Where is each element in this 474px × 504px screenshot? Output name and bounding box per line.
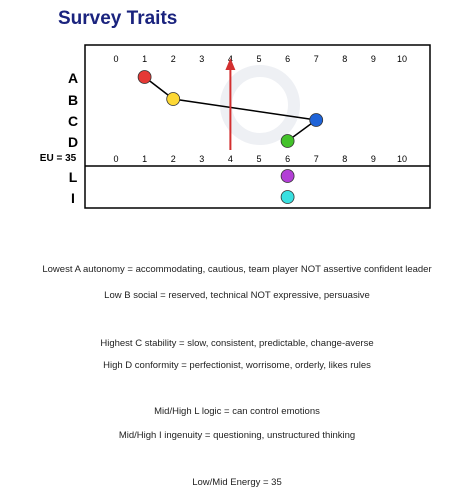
x-tick-top-7: 7 xyxy=(314,54,319,64)
x-tick-mid-1: 1 xyxy=(142,154,147,164)
row-label-c: C xyxy=(68,113,78,129)
description-d: High D conformity = perfectionist, worri… xyxy=(103,360,371,371)
x-tick-mid-2: 2 xyxy=(171,154,176,164)
watermark-ring xyxy=(220,65,300,145)
x-tick-mid-7: 7 xyxy=(314,154,319,164)
survey-traits-chart: 001122334455667788991010ABCDLIEU = 35 xyxy=(40,44,431,209)
x-tick-mid-6: 6 xyxy=(285,154,290,164)
chart-frame xyxy=(84,44,431,209)
x-tick-mid-10: 10 xyxy=(397,154,407,164)
page-title: Survey Traits xyxy=(58,8,178,29)
point-c xyxy=(309,113,324,127)
midline-arrow-head xyxy=(225,58,236,70)
row-label-l: L xyxy=(69,169,78,185)
x-tick-top-1: 1 xyxy=(142,54,147,64)
x-tick-top-10: 10 xyxy=(397,54,407,64)
x-tick-mid-4: 4 xyxy=(228,154,233,164)
description-c: Highest C stability = slow, consistent, … xyxy=(100,338,374,349)
row-label-i: I xyxy=(71,190,75,206)
x-tick-mid-3: 3 xyxy=(199,154,204,164)
row-label-b: B xyxy=(68,92,78,108)
x-tick-top-3: 3 xyxy=(199,54,204,64)
x-tick-top-8: 8 xyxy=(342,54,347,64)
description-energy: Low/Mid Energy = 35 xyxy=(192,477,282,488)
description-a: Lowest A autonomy = accommodating, cauti… xyxy=(42,264,432,275)
x-tick-mid-5: 5 xyxy=(256,154,261,164)
x-tick-mid-8: 8 xyxy=(342,154,347,164)
description-b: Low B social = reserved, technical NOT e… xyxy=(104,290,370,301)
x-tick-top-5: 5 xyxy=(256,54,261,64)
row-label-a: A xyxy=(68,70,78,86)
point-i xyxy=(280,190,295,204)
x-tick-mid-0: 0 xyxy=(113,154,118,164)
x-tick-top-9: 9 xyxy=(371,54,376,64)
eu-label: EU = 35 xyxy=(40,153,77,164)
point-b xyxy=(166,92,181,106)
description-l: Mid/High L logic = can control emotions xyxy=(154,406,320,417)
x-tick-top-0: 0 xyxy=(113,54,118,64)
row-label-d: D xyxy=(68,134,78,150)
x-tick-top-2: 2 xyxy=(171,54,176,64)
point-l xyxy=(280,169,295,183)
x-tick-top-6: 6 xyxy=(285,54,290,64)
profile-line xyxy=(144,76,319,142)
point-d xyxy=(280,134,295,148)
x-tick-mid-9: 9 xyxy=(371,154,376,164)
point-a xyxy=(137,70,152,84)
description-i: Mid/High I ingenuity = questioning, unst… xyxy=(118,430,356,441)
